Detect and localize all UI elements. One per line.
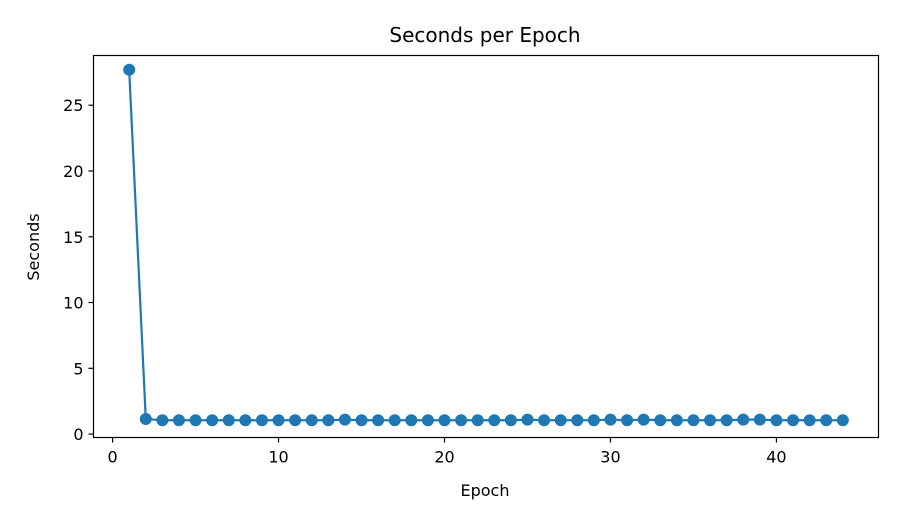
data-point [222, 414, 235, 427]
data-point [836, 414, 849, 427]
data-point [521, 413, 534, 426]
data-point [355, 414, 368, 427]
data-point [206, 414, 219, 427]
data-point [488, 414, 501, 427]
data-point [753, 413, 766, 426]
data-point [670, 414, 683, 427]
data-point [388, 414, 401, 427]
data-point [554, 414, 567, 427]
data-point [172, 414, 185, 427]
data-point [421, 414, 434, 427]
x-axis: 0 10 20 30 40 [107, 437, 787, 467]
y-axis: 0 5 10 15 20 25 [63, 96, 94, 444]
data-point [455, 414, 468, 427]
data-point [305, 414, 318, 427]
data-point [621, 414, 634, 427]
y-tick-label: 20 [63, 162, 83, 181]
x-tick-label: 20 [434, 448, 454, 467]
plot-area [123, 63, 849, 427]
data-point [587, 414, 600, 427]
data-point [820, 414, 833, 427]
data-point [704, 414, 717, 427]
chart-title: Seconds per Epoch [389, 23, 580, 47]
data-point [571, 414, 584, 427]
data-point [372, 414, 385, 427]
data-point [322, 414, 335, 427]
data-point [139, 412, 152, 425]
y-tick-label: 10 [63, 294, 83, 313]
data-point [637, 413, 650, 426]
data-point [338, 413, 351, 426]
data-point [737, 413, 750, 426]
y-tick-label: 25 [63, 96, 83, 115]
data-point [504, 414, 517, 427]
data-point [405, 414, 418, 427]
data-point [272, 414, 285, 427]
y-tick-label: 15 [63, 228, 83, 247]
x-tick-label: 10 [268, 448, 288, 467]
data-point [189, 414, 202, 427]
data-point [604, 413, 617, 426]
data-point [787, 414, 800, 427]
y-tick-label: 5 [73, 359, 83, 378]
data-point [471, 414, 484, 427]
x-tick-label: 40 [766, 448, 786, 467]
axes-frame [92, 54, 880, 439]
data-point [438, 414, 451, 427]
data-point [289, 414, 302, 427]
data-point [123, 63, 136, 76]
data-point [654, 414, 667, 427]
data-point [770, 414, 783, 427]
x-axis-label: Epoch [461, 481, 510, 500]
data-point [156, 414, 169, 427]
y-tick-label: 0 [73, 425, 83, 444]
data-point [255, 414, 268, 427]
data-point [687, 414, 700, 427]
data-point [803, 414, 816, 427]
x-tick-label: 0 [107, 448, 117, 467]
data-point [239, 414, 252, 427]
y-axis-label: Seconds [24, 213, 43, 280]
x-tick-label: 30 [600, 448, 620, 467]
data-point [720, 414, 733, 427]
data-point [538, 414, 551, 427]
